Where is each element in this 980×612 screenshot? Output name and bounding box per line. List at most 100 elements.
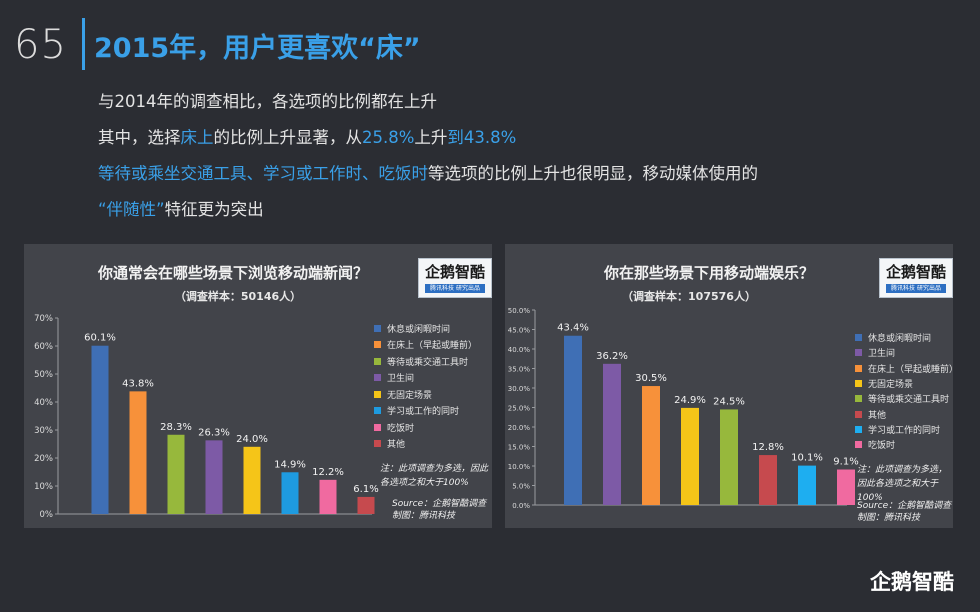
source-text: Source：企鹅智酷调查 <box>857 501 952 511</box>
legend-item: 其他 <box>374 436 477 453</box>
bar <box>167 434 185 514</box>
bar <box>603 363 621 505</box>
y-tick-label: 35.0% <box>508 366 531 374</box>
y-tick-label: 0.0% <box>512 502 530 510</box>
legend-swatch <box>855 364 862 372</box>
legend-item: 休息或闲暇时间 <box>374 320 477 337</box>
chart-note: 注：此项调查为多选，因此各选项之和大于100% <box>380 464 489 488</box>
y-tick-label: 60% <box>34 342 53 352</box>
legend-item: 学习或工作的同时 <box>855 422 953 437</box>
legend-label: 在床上（早起或睡前） <box>387 341 478 352</box>
legend-item: 等待或乘交通工具时 <box>374 353 477 370</box>
legend-label: 吃饭时 <box>387 423 415 434</box>
bar <box>642 386 660 505</box>
data-label: 30.5% <box>635 373 667 384</box>
bar <box>129 391 147 514</box>
summary-line-4: “伴随性”特征更为突出 <box>98 192 758 228</box>
chart-legend: 休息或闲暇时间在床上（早起或睡前） 等待或乘交通工具时 卫生间无固定场景学习或工作的… <box>374 320 477 452</box>
bar <box>91 345 109 514</box>
highlight-text: 床上 <box>180 128 214 147</box>
legend-swatch <box>374 407 381 415</box>
legend-swatch <box>374 324 381 332</box>
y-tick-label: 0% <box>40 510 54 520</box>
news-chart-panel: 你通常会在哪些场景下浏览移动端新闻？ （调查样本：50146人） 企鹅智酷 腾讯… <box>24 244 492 528</box>
news-bar-chart: 0% 10% 20% 30% 40% 50% 60% 70% 60.1% 43.8% 28.3% 26… <box>34 314 379 520</box>
chart-source: Source：企鹅智酷调查 制图：腾讯科技 <box>392 498 486 522</box>
legend-swatch <box>374 390 381 398</box>
data-label: 9.1% <box>833 457 858 468</box>
page-number: 65 <box>14 22 67 68</box>
legend-label: 无固定场景 <box>868 380 914 391</box>
chart-title: 你在那些场景下用移动端娱乐？ <box>603 264 814 282</box>
y-tick-label: 45.0% <box>508 327 531 335</box>
legend-swatch <box>855 380 862 388</box>
title-accent-bar <box>82 18 85 70</box>
legend-swatch <box>374 440 381 448</box>
data-label: 26.3% <box>198 427 230 438</box>
legend-label: 卫生间 <box>868 349 896 360</box>
text-segment: 等选项的比例上升也很明显，移动媒体使用的 <box>428 164 758 183</box>
text-segment: 其中，选择 <box>98 128 181 147</box>
data-label: 24.9% <box>674 395 706 406</box>
chart-note: 注：此项调查为多选，因此各选项之和大于100% <box>857 465 948 503</box>
y-tick-label: 5.0% <box>512 483 530 491</box>
brand-logo: 企鹅智酷 腾讯科技 研究出品 <box>418 258 492 298</box>
logo-tagline: 腾讯科技 研究出品 <box>886 284 946 293</box>
legend-item: 休息或闲暇时间 <box>855 330 953 345</box>
data-label: 24.0% <box>236 434 268 445</box>
page-title: 2015年，用户更喜欢“床” <box>94 33 421 64</box>
legend-item: 卫生间 <box>374 370 477 387</box>
legend-item: 在床上（早起或睡前） <box>374 337 477 354</box>
legend-item: 无固定场景 <box>374 386 477 403</box>
logo-tagline: 腾讯科技 研究出品 <box>425 284 485 293</box>
legend-label: 等待或乘交通工具时 <box>868 395 950 406</box>
bar <box>281 472 299 514</box>
legend-swatch <box>855 334 862 342</box>
legend-label: 学习或工作的同时 <box>387 407 460 418</box>
bar <box>681 407 699 505</box>
legend-label: 休息或闲暇时间 <box>387 324 451 335</box>
highlight-text: “伴随性” <box>98 200 165 219</box>
y-tick-label: 40% <box>34 398 53 408</box>
chart-title: 你通常会在哪些场景下浏览移动端新闻？ <box>97 264 368 282</box>
data-label: 10.1% <box>791 453 823 464</box>
bar <box>243 446 261 514</box>
legend-swatch <box>374 341 381 349</box>
legend-item: 等待或乘交通工具时 <box>855 391 953 406</box>
chart-source: Source：企鹅智酷调查 制图：腾讯科技 <box>857 500 951 524</box>
summary-line-2: 其中，选择床上的比例上升显著，从25.8%上升到43.8% <box>98 120 758 156</box>
y-tick-label: 20% <box>34 454 53 464</box>
y-tick-label: 10% <box>34 482 53 492</box>
legend-item: 在床上（早起或睡前） <box>855 361 953 376</box>
legend-swatch <box>374 374 381 382</box>
y-tick-label: 70% <box>34 314 53 324</box>
highlight-text: 25.8% <box>362 128 415 147</box>
bar <box>357 496 375 514</box>
logo-text: 企鹅智酷 <box>886 263 947 281</box>
legend-label: 其他 <box>387 440 406 451</box>
legend-swatch <box>374 423 381 431</box>
source-text: Source：企鹅智酷调查 <box>392 499 487 509</box>
legend-swatch <box>855 395 862 403</box>
data-label: 12.2% <box>312 467 344 478</box>
credit-text: 制图：腾讯科技 <box>857 513 921 523</box>
bar <box>837 469 855 505</box>
y-tick-label: 10.0% <box>508 463 531 471</box>
bar <box>205 440 223 514</box>
legend-label: 吃饭时 <box>868 441 896 452</box>
legend-label: 休息或闲暇时间 <box>868 334 932 345</box>
text-segment: 特征更为突出 <box>164 200 264 219</box>
y-tick-label: 30.0% <box>508 385 531 393</box>
data-label: 36.2% <box>596 351 628 362</box>
credit-text: 制图：腾讯科技 <box>392 511 456 521</box>
legend-swatch <box>855 349 862 357</box>
y-tick-label: 30% <box>34 426 53 436</box>
data-label: 14.9% <box>274 459 306 470</box>
y-tick-label: 50% <box>34 370 53 380</box>
text-segment: 上升 <box>414 128 448 147</box>
bar <box>564 335 582 505</box>
bar <box>759 455 777 505</box>
legend-item: 卫生间 <box>855 345 953 360</box>
legend-label: 无固定场景 <box>387 390 433 401</box>
y-tick-label: 50.0% <box>508 307 531 315</box>
